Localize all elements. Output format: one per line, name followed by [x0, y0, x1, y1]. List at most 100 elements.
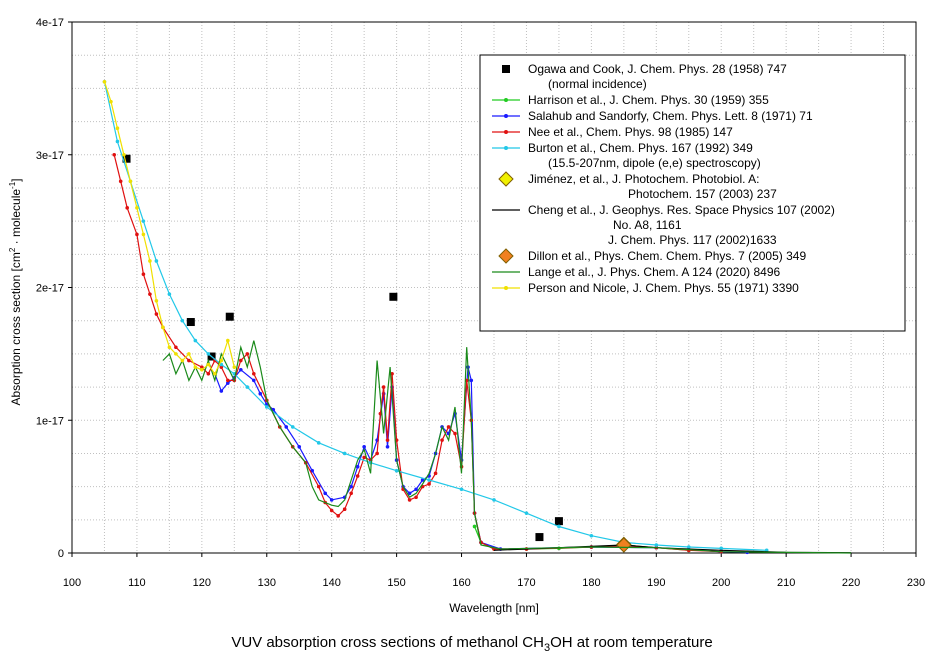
data-point [355, 464, 360, 469]
chart-caption: VUV absorption cross sections of methano… [231, 634, 713, 654]
data-point [174, 345, 178, 350]
data-point [115, 139, 120, 144]
series-9 [102, 79, 237, 376]
data-point [219, 358, 224, 363]
data-point [310, 468, 315, 473]
data-point [264, 405, 269, 409]
data-point [554, 517, 563, 526]
series-8 [162, 340, 852, 554]
data-point [251, 371, 256, 376]
data-point [167, 345, 172, 350]
data-point [381, 385, 386, 389]
legend-swatch-marker [502, 65, 510, 73]
y-tick-label: 0 [58, 548, 64, 560]
data-point [239, 368, 243, 372]
x-tick-label: 160 [452, 577, 470, 589]
data-point [167, 292, 172, 296]
data-point [219, 389, 224, 393]
data-point [385, 445, 390, 449]
legend-entry-7: Dillon et al., Phys. Chem. Chem. Phys. 7… [498, 248, 806, 264]
data-point [414, 487, 418, 492]
axis-ticks: 100 110 120 130 140 150 160 170 180 190 200 210 220 2… [36, 17, 925, 589]
x-tick-label: 170 [517, 577, 535, 589]
data-point [193, 338, 198, 343]
data-point [219, 365, 224, 369]
data-point [323, 491, 328, 496]
data-point [154, 312, 159, 316]
data-point [180, 358, 185, 363]
data-point [394, 468, 399, 473]
data-point [251, 378, 256, 383]
data-point [469, 378, 474, 383]
data-point [245, 385, 250, 389]
data-point [459, 487, 464, 492]
data-point [206, 352, 211, 356]
legend-label-line2: No. A8, 1161 [613, 218, 682, 232]
data-point [446, 425, 451, 429]
data-point [616, 537, 632, 553]
data-point [193, 365, 198, 369]
data-point [174, 352, 178, 356]
data-point [226, 338, 230, 343]
data-point [226, 378, 230, 383]
data-point [161, 325, 165, 330]
data-point [109, 99, 113, 104]
data-point [122, 154, 131, 163]
data-point [385, 438, 390, 442]
series-2 [213, 365, 749, 555]
data-point [239, 358, 243, 363]
data-point [122, 152, 126, 157]
data-point [375, 451, 379, 456]
data-point [141, 272, 146, 277]
series-line [103, 81, 235, 375]
data-point [440, 438, 444, 442]
data-point [206, 362, 211, 367]
data-point [141, 219, 146, 223]
data-point [492, 498, 496, 502]
data-point [316, 441, 321, 445]
x-axis-label: Wavelength [nm] [449, 601, 539, 615]
y-tick-label: 4e-17 [36, 17, 64, 29]
legend-label: Cheng et al., J. Geophys. Res. Space Phy… [528, 203, 835, 217]
legend-swatch-marker [498, 248, 514, 264]
legend-swatch-marker [504, 114, 508, 118]
legend-entry-5: Jiménez, et al., J. Photochem. Photobiol… [498, 171, 777, 201]
data-point [407, 498, 412, 502]
legend-entry-1: Harrison et al., J. Chem. Phys. 30 (1959… [492, 93, 769, 107]
data-point [355, 474, 360, 478]
data-point [148, 292, 152, 296]
data-point [342, 507, 347, 511]
data-point [316, 484, 321, 489]
data-point [213, 371, 217, 376]
data-point [329, 498, 334, 502]
series-line [214, 366, 748, 553]
legend-label: Harrison et al., J. Chem. Phys. 30 (1959… [528, 93, 769, 107]
y-tick-label: 3e-17 [36, 150, 64, 162]
data-point [118, 179, 123, 184]
data-point [200, 365, 204, 369]
data-point [389, 292, 398, 301]
legend-label-line2: Photochem. 157 (2003) 237 [628, 187, 777, 201]
data-point [135, 206, 139, 210]
legend-swatch-marker [504, 130, 508, 134]
legend-entry-0: Ogawa and Cook, J. Chem. Phys. 28 (1958)… [502, 62, 787, 91]
data-point [589, 533, 594, 538]
x-tick-label: 150 [387, 577, 405, 589]
data-point [297, 445, 302, 449]
data-point [128, 179, 133, 184]
x-tick-label: 130 [258, 577, 276, 589]
data-point [427, 478, 431, 482]
legend-swatch-marker [504, 98, 508, 102]
legend-swatch-marker [504, 146, 508, 150]
data-point [180, 318, 185, 323]
legend-label-line2: (normal incidence) [548, 77, 647, 91]
data-point [206, 371, 211, 376]
data-point [284, 425, 289, 429]
chart: 100 110 120 130 140 150 160 170 180 190 200 210 220 2… [8, 17, 925, 615]
series-layer [102, 79, 852, 555]
data-point [154, 298, 159, 303]
data-point [433, 471, 438, 476]
data-point [407, 491, 412, 496]
data-point [135, 232, 139, 237]
legend-entry-3: Nee et al., Chem. Phys. 98 (1985) 147 [492, 125, 733, 139]
